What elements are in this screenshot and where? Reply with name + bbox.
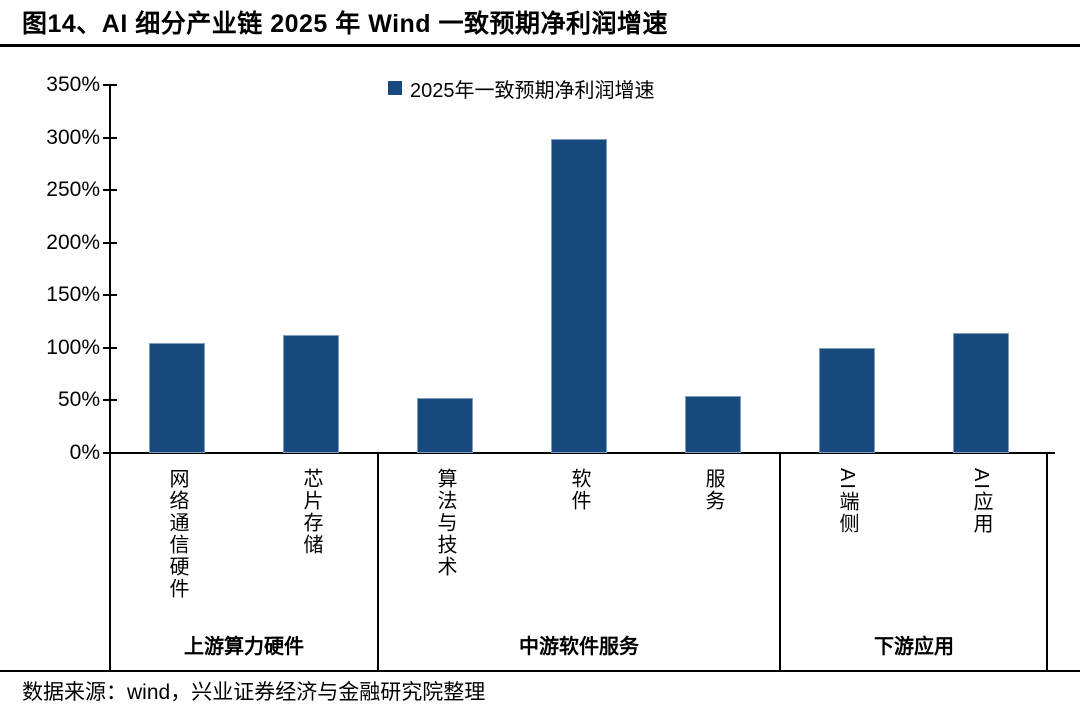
bottom-rule: [0, 670, 1080, 672]
group-label: 下游应用: [874, 636, 954, 658]
y-axis-tick-label: 350%: [46, 73, 100, 96]
y-axis-tick-label: 200%: [46, 230, 100, 254]
chart-right-border: [1046, 453, 1048, 670]
category-label: 服务: [702, 468, 724, 512]
category-label: AI应用: [970, 468, 992, 535]
group-cell: [779, 453, 1047, 670]
y-axis-line: [109, 85, 111, 453]
x-axis-line: [109, 452, 1055, 454]
bar-3: [417, 398, 473, 453]
group-cell: [377, 453, 779, 670]
bar-5: [685, 396, 741, 453]
bar-2: [283, 335, 339, 453]
y-axis-tick-label: 0%: [69, 441, 100, 464]
category-label: 软件: [568, 468, 590, 512]
group-label: 上游算力硬件: [184, 636, 304, 658]
y-axis-tick-label: 300%: [46, 125, 100, 149]
y-axis-tick-label: 150%: [46, 283, 100, 307]
y-axis-tick-label: 50%: [57, 388, 100, 412]
title-underline: [0, 44, 1080, 47]
category-label: 算法与技术: [434, 468, 456, 578]
source-note: 数据来源：wind，兴业证券经济与金融研究院整理: [22, 681, 486, 704]
bar-7: [953, 333, 1009, 453]
legend-swatch: [388, 81, 402, 95]
category-label: 芯片存储: [300, 468, 322, 556]
y-axis-tick-label: 100%: [46, 335, 100, 359]
group-cell: [109, 453, 377, 670]
legend-label: 2025年一致预期净利润增速: [410, 79, 655, 102]
category-label: 网络通信硬件: [166, 468, 188, 600]
legend: 2025年一致预期净利润增速: [388, 76, 655, 102]
category-label: AI端侧: [836, 468, 858, 535]
bar-4: [551, 138, 607, 453]
bar-1: [149, 342, 205, 453]
bar-6: [819, 347, 875, 453]
figure-title: 图14、AI 细分产业链 2025 年 Wind 一致预期净利润增速: [22, 10, 669, 38]
group-label: 中游软件服务: [519, 636, 639, 658]
y-axis-tick-label: 250%: [46, 178, 100, 202]
